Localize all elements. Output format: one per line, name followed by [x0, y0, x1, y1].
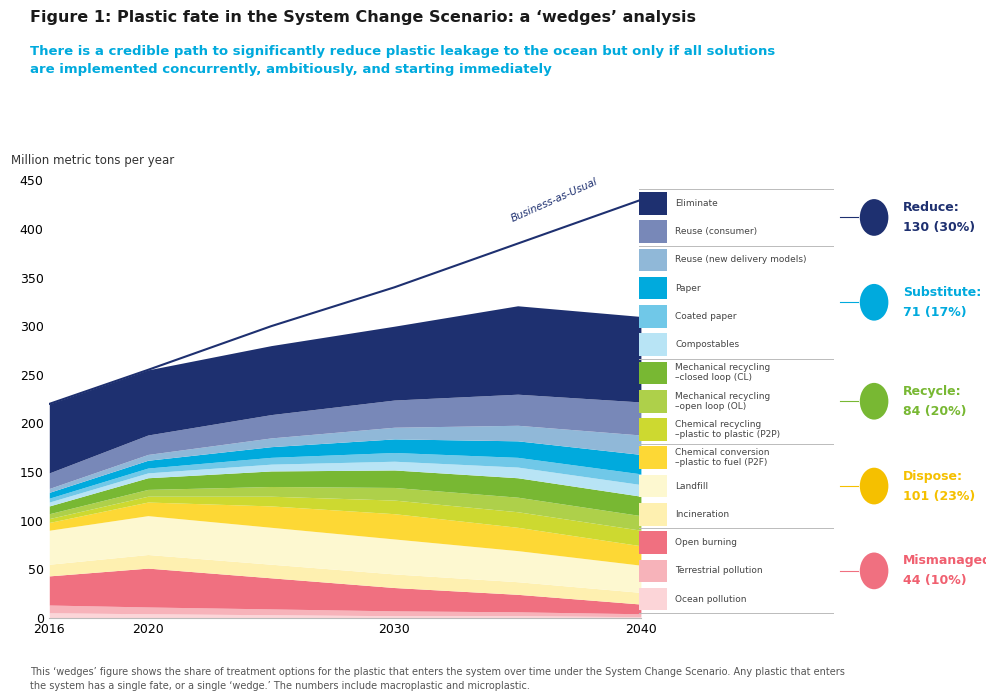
Text: Reduce:: Reduce:	[903, 201, 959, 214]
Text: 101 (23%): 101 (23%)	[903, 489, 975, 502]
Text: Mechanical recycling
–open loop (OL): Mechanical recycling –open loop (OL)	[675, 391, 770, 411]
Text: 44 (10%): 44 (10%)	[903, 575, 966, 587]
Text: 84 (20%): 84 (20%)	[903, 405, 966, 418]
Text: Dispose:: Dispose:	[903, 470, 963, 482]
Text: Business-as-Usual: Business-as-Usual	[510, 177, 599, 224]
Bar	[639, 277, 667, 299]
Text: Incineration: Incineration	[675, 510, 730, 519]
Bar	[639, 333, 667, 356]
Bar	[639, 248, 667, 271]
Circle shape	[860, 199, 888, 236]
Text: Coated paper: Coated paper	[675, 312, 737, 321]
Text: 130 (30%): 130 (30%)	[903, 221, 975, 234]
Circle shape	[860, 383, 888, 420]
Bar	[639, 588, 667, 611]
Text: Chemical conversion
–plastic to fuel (P2F): Chemical conversion –plastic to fuel (P2…	[675, 448, 770, 467]
Text: Substitute:: Substitute:	[903, 286, 981, 299]
Text: Figure 1: Plastic fate in the System Change Scenario: a ‘wedges’ analysis: Figure 1: Plastic fate in the System Cha…	[30, 10, 695, 26]
Bar	[639, 503, 667, 525]
Bar	[639, 390, 667, 412]
Text: Million metric tons per year: Million metric tons per year	[11, 154, 175, 167]
Text: Compostables: Compostables	[675, 340, 740, 349]
Text: There is a credible path to significantly reduce plastic leakage to the ocean bu: There is a credible path to significantl…	[30, 45, 775, 76]
Text: Open burning: Open burning	[675, 538, 738, 547]
Bar	[639, 532, 667, 554]
Bar	[639, 220, 667, 243]
Text: Mechanical recycling
–closed loop (CL): Mechanical recycling –closed loop (CL)	[675, 364, 770, 382]
Text: Mismanaged:: Mismanaged:	[903, 555, 986, 568]
Bar	[639, 418, 667, 441]
Bar	[639, 362, 667, 384]
Bar	[639, 475, 667, 498]
Text: Ocean pollution: Ocean pollution	[675, 595, 746, 604]
Text: Terrestrial pollution: Terrestrial pollution	[675, 566, 763, 575]
Text: Landfill: Landfill	[675, 482, 708, 491]
Text: This ‘wedges’ figure shows the share of treatment options for the plastic that e: This ‘wedges’ figure shows the share of …	[30, 668, 844, 691]
Text: Recycle:: Recycle:	[903, 384, 961, 398]
Text: 71 (17%): 71 (17%)	[903, 306, 966, 319]
Circle shape	[860, 468, 888, 505]
Bar	[639, 559, 667, 582]
Bar	[639, 192, 667, 214]
Circle shape	[860, 552, 888, 589]
Text: Chemical recycling
–plastic to plastic (P2P): Chemical recycling –plastic to plastic (…	[675, 420, 780, 439]
Text: Reuse (new delivery models): Reuse (new delivery models)	[675, 255, 807, 264]
Text: Eliminate: Eliminate	[675, 198, 718, 208]
Circle shape	[860, 284, 888, 321]
Bar	[639, 305, 667, 328]
Text: Paper: Paper	[675, 284, 701, 293]
Bar	[639, 446, 667, 469]
Text: Reuse (consumer): Reuse (consumer)	[675, 227, 757, 236]
